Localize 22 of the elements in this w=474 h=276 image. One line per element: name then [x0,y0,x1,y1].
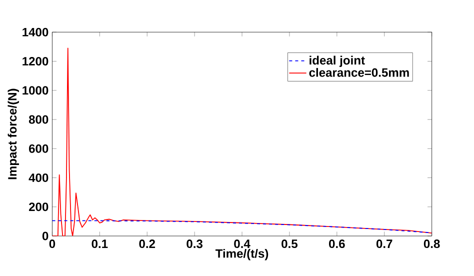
y-tick-label: 1200 [22,56,48,66]
x-tick-label: 0.3 [186,239,203,248]
x-tick-label: 0.6 [329,239,345,248]
x-tick-label: 0.2 [139,239,156,248]
x-tick-label: 0.8 [424,239,440,248]
y-tick-label: 200 [28,202,48,212]
y-tick-label: 400 [28,173,48,182]
y-tick-label: 0 [42,232,48,240]
x-tick-label: 0.5 [282,239,298,248]
x-tick-label: 0.7 [376,239,392,248]
x-tick-label: 0 [49,239,56,248]
x-tick-label: 0.1 [92,239,108,248]
line-series [52,48,432,236]
x-axis-title: Time/(t/s) [215,248,268,260]
legend-label: ideal joint [310,56,365,67]
y-tick-label: 600 [29,144,48,153]
x-tick-label: 0.4 [234,239,250,248]
legend-label: clearance=0.5mm [309,68,409,77]
y-tick-label: 1400 [22,28,48,36]
y-axis-title: Impact force/(N) [8,88,19,180]
y-tick-label: 1000 [22,86,48,95]
y-tick-label: 800 [28,115,48,124]
